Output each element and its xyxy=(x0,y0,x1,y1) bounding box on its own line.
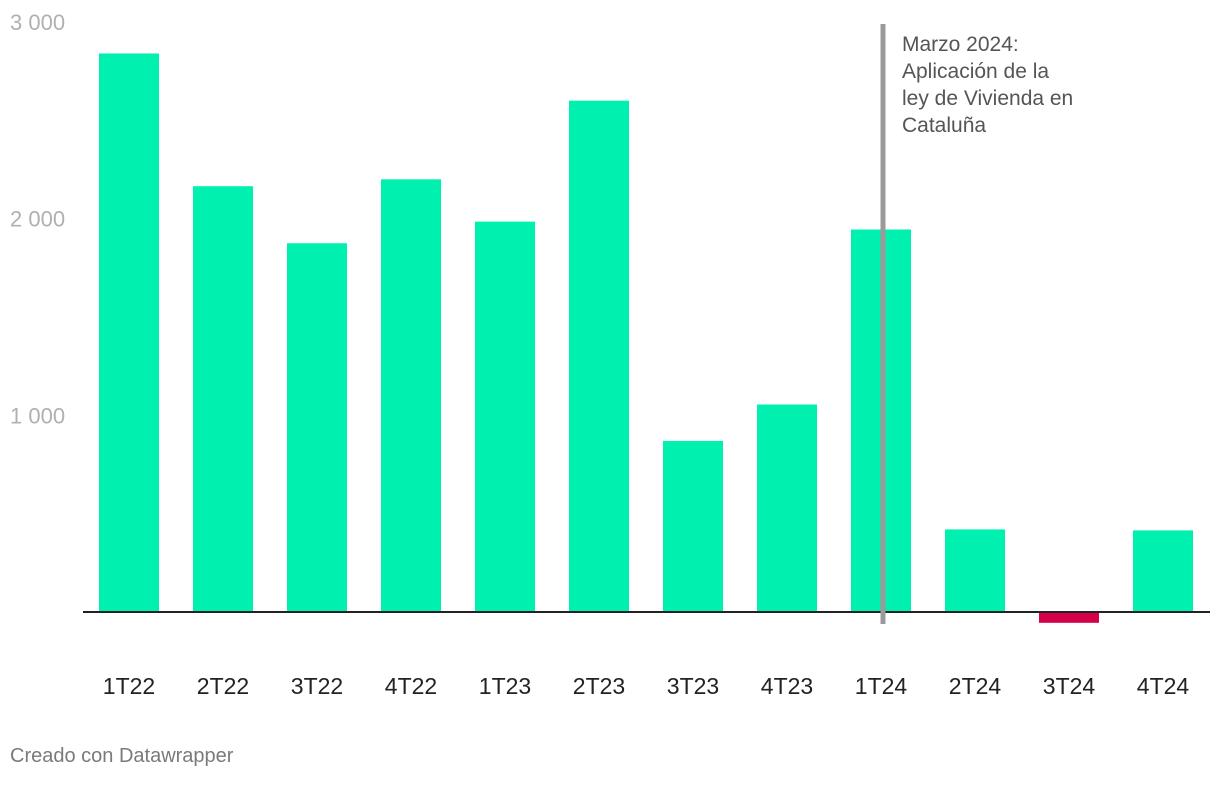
x-tick-label: 3T22 xyxy=(291,673,343,699)
bar-4T24 xyxy=(1133,530,1193,612)
x-tick-label: 4T23 xyxy=(761,673,813,699)
bar-3T24 xyxy=(1039,612,1099,623)
y-tick-label: 3 000 xyxy=(10,10,65,35)
bar-2T22 xyxy=(193,186,253,612)
bar-1T23 xyxy=(475,221,535,612)
x-tick-label: 1T22 xyxy=(103,673,155,699)
bar-4T22 xyxy=(381,179,441,613)
x-tick-label: 2T22 xyxy=(197,673,249,699)
y-tick-label: 1 000 xyxy=(10,403,65,428)
annotation-text-line: Cataluña xyxy=(902,114,986,137)
bar-2T23 xyxy=(569,100,629,613)
bar-3T23 xyxy=(663,440,723,612)
x-tick-label: 2T24 xyxy=(949,673,1002,699)
annotation-text-line: Marzo 2024: xyxy=(902,33,1019,56)
x-tick-label: 3T23 xyxy=(667,673,719,699)
x-tick-label: 4T24 xyxy=(1137,673,1190,699)
bar-3T22 xyxy=(287,243,347,612)
bar-1T22 xyxy=(99,53,159,612)
annotation-text-line: Aplicación de la xyxy=(902,60,1049,83)
bar-2T24 xyxy=(945,529,1005,612)
x-tick-label: 1T23 xyxy=(479,673,531,699)
chart-credit: Creado con Datawrapper xyxy=(10,745,234,767)
x-tick-label: 3T24 xyxy=(1043,673,1096,699)
x-tick-label: 1T24 xyxy=(855,673,908,699)
x-tick-label: 2T23 xyxy=(573,673,625,699)
annotation-text-line: ley de Vivienda en xyxy=(902,87,1073,110)
bar-4T23 xyxy=(757,404,817,612)
x-tick-label: 4T22 xyxy=(385,673,437,699)
y-tick-label: 2 000 xyxy=(10,207,65,232)
